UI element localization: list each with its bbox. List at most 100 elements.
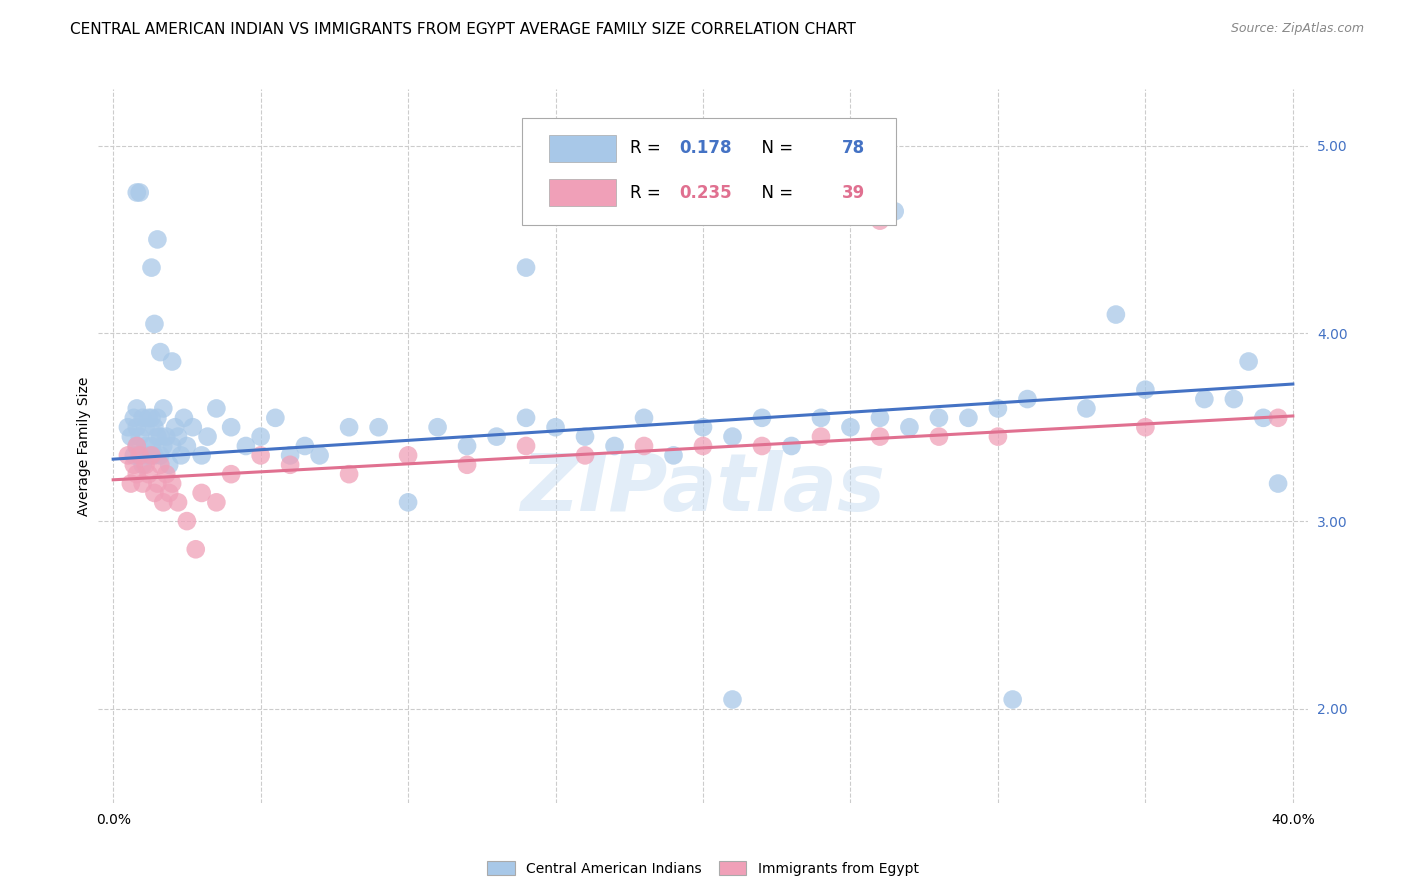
Point — [515, 260, 537, 275]
Point — [633, 439, 655, 453]
Point — [176, 514, 198, 528]
Point — [122, 410, 145, 425]
Point — [138, 449, 160, 463]
Point — [308, 449, 330, 463]
Point — [1267, 410, 1289, 425]
Point — [515, 439, 537, 453]
Point — [574, 429, 596, 443]
Point — [219, 467, 242, 482]
Point — [155, 429, 177, 443]
Point — [751, 410, 773, 425]
Point — [160, 439, 183, 453]
Text: N =: N = — [751, 184, 799, 202]
Point — [143, 486, 166, 500]
Point — [1267, 476, 1289, 491]
Point — [869, 213, 891, 227]
Point — [692, 439, 714, 453]
Legend: Central American Indians, Immigrants from Egypt: Central American Indians, Immigrants fro… — [482, 855, 924, 881]
Point — [141, 260, 163, 275]
Point — [869, 429, 891, 443]
Point — [167, 429, 190, 443]
Point — [157, 486, 180, 500]
Point — [456, 458, 478, 472]
Point — [515, 410, 537, 425]
Point — [190, 486, 212, 500]
Text: N =: N = — [751, 139, 799, 157]
Point — [173, 410, 195, 425]
Point — [149, 429, 172, 443]
Point — [131, 410, 153, 425]
Point — [810, 410, 832, 425]
Point — [131, 476, 153, 491]
Point — [143, 317, 166, 331]
Point — [396, 495, 419, 509]
Point — [152, 439, 174, 453]
Point — [721, 692, 744, 706]
Point — [603, 439, 626, 453]
Point — [249, 449, 271, 463]
Point — [294, 439, 316, 453]
Point — [125, 467, 148, 482]
Point — [135, 439, 157, 453]
Point — [190, 449, 212, 463]
Point — [485, 429, 508, 443]
Point — [152, 401, 174, 416]
Point — [135, 458, 157, 472]
Point — [143, 449, 166, 463]
Point — [131, 458, 153, 472]
Point — [1135, 383, 1157, 397]
Point — [120, 476, 142, 491]
Point — [1135, 420, 1157, 434]
Point — [141, 439, 163, 453]
Point — [176, 439, 198, 453]
Point — [128, 449, 150, 463]
Y-axis label: Average Family Size: Average Family Size — [77, 376, 91, 516]
Point — [205, 495, 228, 509]
Point — [810, 429, 832, 443]
Point — [170, 449, 193, 463]
Point — [128, 449, 150, 463]
Point — [184, 542, 207, 557]
Point — [1253, 410, 1275, 425]
Point — [1076, 401, 1098, 416]
Point — [898, 420, 921, 434]
Point — [367, 420, 389, 434]
FancyBboxPatch shape — [522, 118, 897, 225]
Point — [125, 186, 148, 200]
Point — [157, 458, 180, 472]
Point — [426, 420, 449, 434]
Point — [117, 449, 139, 463]
Point — [278, 458, 301, 472]
Point — [278, 449, 301, 463]
Point — [125, 439, 148, 453]
Point — [141, 449, 163, 463]
Point — [751, 439, 773, 453]
Point — [160, 354, 183, 368]
Text: 0.235: 0.235 — [679, 184, 731, 202]
Point — [544, 420, 567, 434]
Point — [143, 420, 166, 434]
Point — [957, 410, 980, 425]
Point — [141, 410, 163, 425]
Point — [396, 449, 419, 463]
Point — [780, 439, 803, 453]
Text: CENTRAL AMERICAN INDIAN VS IMMIGRANTS FROM EGYPT AVERAGE FAMILY SIZE CORRELATION: CENTRAL AMERICAN INDIAN VS IMMIGRANTS FR… — [70, 22, 856, 37]
Point — [662, 449, 685, 463]
Point — [117, 420, 139, 434]
Text: Source: ZipAtlas.com: Source: ZipAtlas.com — [1230, 22, 1364, 36]
Text: R =: R = — [630, 184, 666, 202]
Point — [138, 410, 160, 425]
Point — [146, 476, 169, 491]
Point — [235, 439, 257, 453]
Point — [122, 458, 145, 472]
Point — [152, 495, 174, 509]
Point — [249, 429, 271, 443]
Point — [146, 410, 169, 425]
Point — [869, 410, 891, 425]
Point — [987, 401, 1010, 416]
Point — [928, 429, 950, 443]
Point — [125, 420, 148, 434]
Point — [633, 410, 655, 425]
Text: 78: 78 — [842, 139, 865, 157]
Point — [138, 467, 160, 482]
